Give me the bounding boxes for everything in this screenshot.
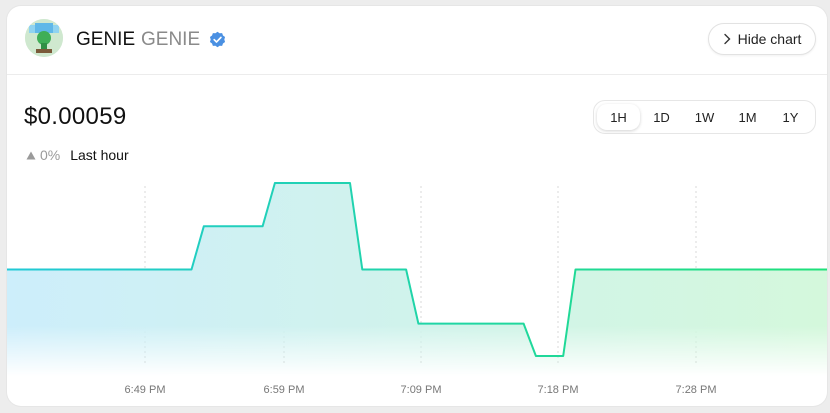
tab-1d[interactable]: 1D xyxy=(653,109,670,125)
x-tick-label: 7:28 PM xyxy=(676,384,717,396)
price-series-line xyxy=(7,182,827,357)
tab-1w[interactable]: 1W xyxy=(694,109,715,125)
verified-badge-icon xyxy=(209,31,226,48)
triangle-up-icon xyxy=(26,151,36,159)
x-tick-label: 7:09 PM xyxy=(401,384,442,396)
timeframe-selector: 1H 1D 1W 1M 1Y xyxy=(593,100,816,134)
x-tick-label: 6:59 PM xyxy=(264,384,305,396)
price-area-fill xyxy=(7,183,827,376)
tab-1y[interactable]: 1Y xyxy=(782,109,799,125)
card-header: GENIE GENIE Hide chart xyxy=(7,6,827,75)
chevron-right-icon xyxy=(723,33,731,45)
token-symbol: GENIE xyxy=(141,29,201,50)
tab-1m[interactable]: 1M xyxy=(738,109,757,125)
price-change: 0% Last hour xyxy=(26,147,129,163)
hide-chart-button[interactable]: Hide chart xyxy=(708,23,816,55)
price-line-chart: 6:49 PM 6:59 PM 7:09 PM 7:18 PM 7:28 PM xyxy=(7,182,827,396)
change-percent: 0% xyxy=(40,147,61,163)
price-chart-card: GENIE GENIE Hide chart $0.00059 0% Last … xyxy=(7,6,827,406)
token-name: GENIE xyxy=(76,29,136,50)
x-tick-label: 7:18 PM xyxy=(538,384,579,396)
token-avatar-icon xyxy=(25,19,63,57)
x-tick-label: 6:49 PM xyxy=(125,384,166,396)
current-price: $0.00059 xyxy=(24,103,127,130)
tab-1h[interactable]: 1H xyxy=(597,104,640,130)
change-period: Last hour xyxy=(70,147,129,163)
hide-chart-label: Hide chart xyxy=(737,31,802,47)
